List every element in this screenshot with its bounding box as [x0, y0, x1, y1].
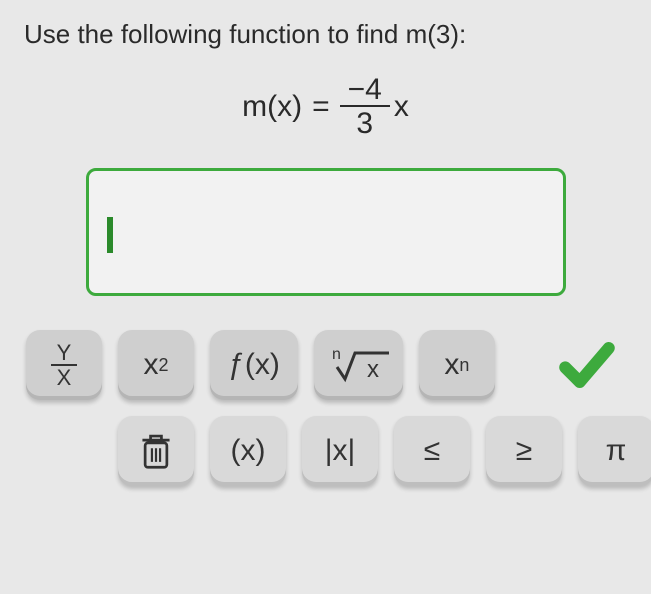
- function-label: ƒ(x): [228, 348, 280, 382]
- equation-denominator: 3: [348, 107, 381, 140]
- absolute-value-button[interactable]: |x|: [302, 416, 378, 486]
- equation-equals: =: [312, 90, 330, 124]
- subscript-sub: n: [459, 355, 469, 376]
- prompt-target: m(3): [406, 19, 459, 49]
- exponent-button[interactable]: x2: [118, 330, 194, 400]
- equation-trailing: x: [394, 90, 409, 124]
- checkmark-icon: [558, 336, 616, 394]
- absolute-value-label: |x|: [325, 434, 356, 468]
- less-equal-button[interactable]: ≤: [394, 416, 470, 486]
- radical-icon: x: [335, 347, 391, 383]
- fraction-top: Y: [51, 341, 78, 366]
- prompt-suffix: :: [459, 19, 466, 49]
- equation-display: m(x) = −4 3 x: [24, 74, 627, 141]
- fraction-bottom: X: [51, 366, 78, 390]
- subscript-button[interactable]: xn: [419, 330, 495, 400]
- question-prompt: Use the following function to find m(3):: [24, 18, 627, 52]
- answer-input[interactable]: [86, 168, 566, 296]
- nth-root-button[interactable]: n x: [314, 330, 403, 400]
- submit-button[interactable]: [549, 330, 625, 400]
- equation-lhs: m(x): [242, 90, 302, 124]
- exponent-base: x: [143, 348, 158, 382]
- math-toolbar: Y X x2 ƒ(x) n x xn: [24, 330, 627, 486]
- fraction-button[interactable]: Y X: [26, 330, 102, 400]
- root-index: n: [332, 346, 341, 364]
- parentheses-button[interactable]: (x): [210, 416, 286, 486]
- prompt-prefix: Use the following function to find: [24, 19, 406, 49]
- root-radicand: x: [367, 356, 379, 383]
- greater-equal-label: ≥: [516, 434, 532, 468]
- function-button[interactable]: ƒ(x): [210, 330, 298, 400]
- text-cursor: [107, 217, 113, 253]
- parentheses-label: (x): [231, 434, 266, 468]
- exponent-exp: 2: [158, 355, 168, 376]
- delete-button[interactable]: [118, 416, 194, 486]
- subscript-base: x: [444, 348, 459, 382]
- pi-button[interactable]: π: [578, 416, 651, 486]
- pi-label: π: [606, 434, 627, 468]
- greater-equal-button[interactable]: ≥: [486, 416, 562, 486]
- trash-icon: [139, 432, 173, 470]
- equation-fraction: −4 3: [340, 74, 390, 141]
- equation-numerator: −4: [340, 74, 390, 108]
- less-equal-label: ≤: [424, 434, 440, 468]
